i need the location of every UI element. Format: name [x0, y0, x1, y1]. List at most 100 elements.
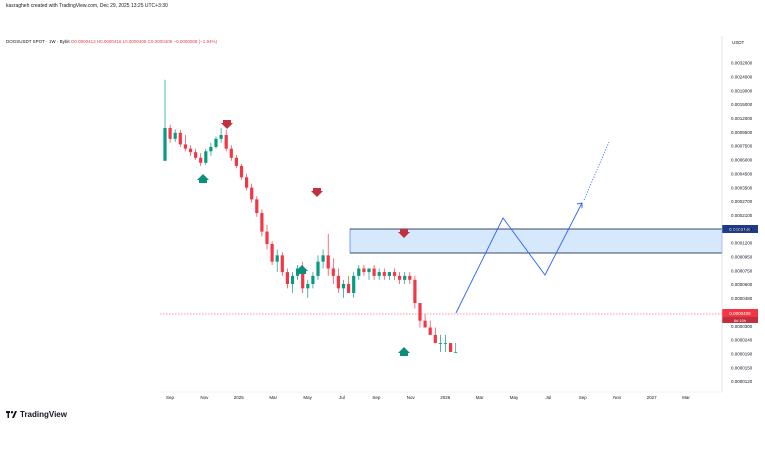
candle-body: [219, 135, 223, 139]
x-tick-label: 2026: [440, 395, 451, 400]
y-tick-label: 0.0000150: [731, 365, 753, 370]
candle-body: [265, 231, 269, 244]
candle-body: [377, 272, 381, 276]
axes: 0.0032000 0.0024000 0.0019000 0.0015000 0.00…: [160, 36, 753, 400]
candle-body: [438, 343, 442, 344]
symbol-legend: DOGSUSDT SPOT · 1W · Bybit O0.0000413 H0…: [6, 39, 217, 44]
y-tick-label: 0.0002100: [731, 213, 753, 218]
candle-body: [449, 343, 453, 352]
candle-body: [229, 148, 233, 158]
y-tick-label: 0.0002700: [731, 199, 753, 204]
x-tick-label: Jul: [339, 395, 345, 400]
price-tag-value: 0.0000405: [729, 311, 751, 316]
x-tick-label: May: [510, 395, 519, 400]
y-tick-label: 0.0019000: [731, 88, 753, 93]
candle-body: [199, 157, 203, 163]
overlays: 0.0000745 0.0000405 6d 10h: [160, 120, 758, 356]
candle-body: [336, 275, 340, 289]
candle-body: [321, 255, 325, 262]
y-tick-label: 0.0009500: [731, 130, 753, 135]
sell-arrow-icon: [311, 188, 323, 197]
brand-name: TradingView: [20, 410, 67, 419]
buy-arrow-icon: [398, 347, 410, 356]
symbol-label: DOGSUSDT SPOT · 1W · Bybit: [6, 39, 70, 44]
x-tick-label: Jul: [546, 395, 552, 400]
y-tick-label: 0.0015000: [731, 102, 753, 107]
candle-body: [357, 268, 361, 276]
candle-body: [194, 152, 198, 158]
candles: [163, 79, 458, 353]
x-tick-label: Mar: [682, 395, 690, 400]
candle-body: [387, 272, 391, 276]
y-tick-label: 0.0000950: [731, 255, 753, 260]
price-tag-countdown-bg: [722, 317, 758, 323]
candle-body: [352, 275, 356, 293]
y-tick-label: 0.0012000: [731, 116, 753, 121]
sell-arrow-icon: [221, 120, 233, 129]
x-tick-label: 2027: [647, 395, 658, 400]
candle-body: [428, 327, 432, 335]
y-tick-label: 0.0000190: [731, 351, 753, 356]
candle-body: [403, 275, 407, 280]
x-tick-label: Nov: [407, 395, 416, 400]
candle-body: [367, 268, 371, 273]
projection-dotted: [583, 141, 610, 201]
candle-body: [204, 151, 208, 163]
candle-body: [398, 275, 402, 280]
candle-body: [255, 199, 259, 214]
candle-body: [245, 177, 249, 188]
zone-label-tag: [722, 225, 758, 233]
candle-body: [326, 255, 330, 269]
y-tick-label: 0.0007500: [731, 144, 753, 149]
y-tick-label: 0.0000120: [731, 379, 753, 384]
y-tick-label: 0.0001200: [731, 241, 753, 246]
candle-body: [316, 261, 320, 276]
candle-body: [382, 272, 386, 276]
y-tick-label: 0.0006000: [731, 158, 753, 163]
candle-body: [454, 352, 458, 353]
candle-body: [183, 144, 187, 149]
y-tick-label: 0.0000480: [731, 296, 753, 301]
candle-body: [239, 165, 244, 178]
candle-body: [290, 275, 295, 284]
candle-body: [443, 343, 448, 344]
candle-body: [173, 132, 177, 139]
candle-body: [250, 187, 254, 200]
y-tick-label: 0.0003500: [731, 185, 753, 190]
candle-body: [280, 255, 284, 273]
ohlc-values: O0.0000413 H0.0000416 L0.0000405 C0.0000…: [70, 39, 217, 44]
candle-body: [234, 157, 238, 166]
candle-body: [418, 303, 422, 321]
candle-body: [347, 283, 351, 293]
x-tick-label: Nov: [200, 395, 209, 400]
x-tick-label: 2025: [234, 395, 245, 400]
candle-body: [178, 132, 182, 145]
buy-arrow-icon: [197, 174, 209, 183]
demand-zone: [349, 228, 723, 254]
x-tick-label: Mar: [476, 395, 484, 400]
candle-body: [362, 268, 366, 273]
candle-body: [168, 127, 172, 139]
y-tick-label: 0.0000750: [731, 268, 753, 273]
candle-body: [209, 146, 213, 152]
sell-arrow-icon: [398, 229, 410, 238]
candle-body: [224, 135, 228, 149]
x-tick-label: May: [303, 395, 312, 400]
candle-body: [285, 272, 289, 284]
x-tick-label: Nov: [613, 395, 622, 400]
price-tag-countdown: 6d 10h: [734, 318, 746, 323]
x-tick-label: Sep: [579, 395, 588, 400]
y-tick-label: 0.0000600: [731, 282, 753, 287]
candle-body: [301, 268, 305, 289]
candle-body: [311, 275, 315, 284]
candle-body: [423, 320, 427, 328]
y-tick-label: 0.0000240: [731, 338, 753, 343]
candle-body: [275, 255, 279, 262]
currency-label: USDT: [732, 40, 745, 45]
candle-body: [331, 268, 335, 276]
candle-body: [306, 283, 310, 289]
projection-arrowhead: [576, 202, 583, 208]
candle-body: [413, 279, 417, 304]
